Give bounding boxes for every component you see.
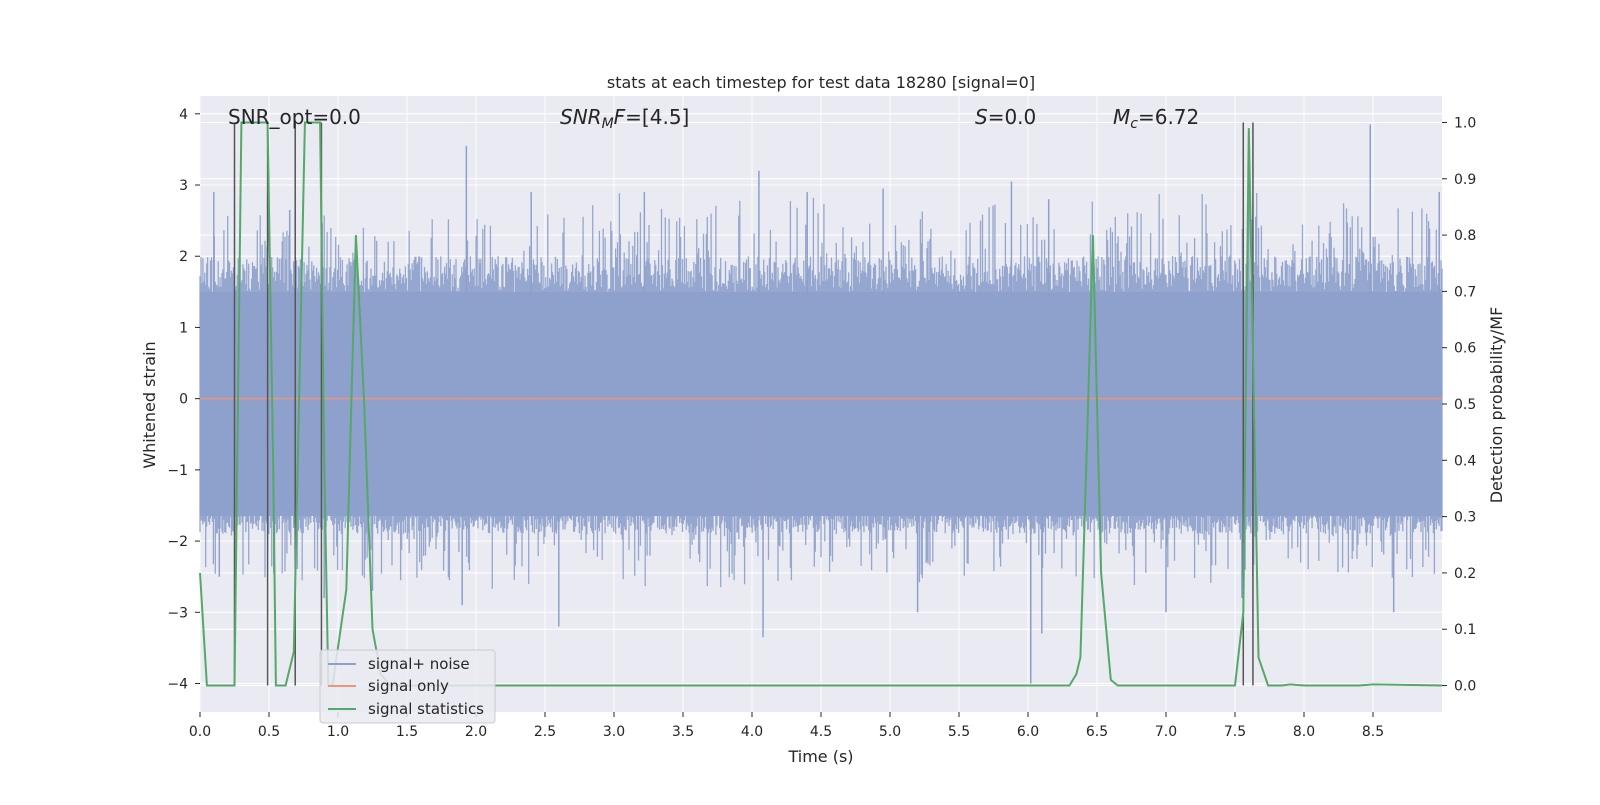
y-tick-label: 1 <box>179 320 188 336</box>
x-tick-label: 1.0 <box>327 724 349 740</box>
chart-title: stats at each timestep for test data 182… <box>607 73 1035 92</box>
legend: signal+ noise signal only signal statist… <box>319 649 496 724</box>
x-tick-label: 5.5 <box>948 724 970 740</box>
y2-tick-label: 0.1 <box>1454 622 1476 638</box>
y-tick-label: 2 <box>179 249 188 265</box>
y-tick-label: −2 <box>167 534 188 550</box>
noise-series <box>199 124 1443 684</box>
x-tick-label: 0.0 <box>189 724 211 740</box>
y-axis-label: Whitened strain <box>140 341 159 468</box>
y2-axis-label: Detection probability/MF <box>1487 307 1506 504</box>
legend-label-stats: signal statistics <box>368 700 484 718</box>
legend-box <box>319 649 496 724</box>
y2-tick-label: 1.0 <box>1454 115 1476 131</box>
x-axis-label: Time (s) <box>787 747 853 766</box>
y-tick-label: −4 <box>167 677 188 693</box>
x-tick-label: 8.0 <box>1293 724 1315 740</box>
annotation-snr-opt: SNR_opt=0.0 <box>228 105 361 129</box>
y2-tick-label: 0.2 <box>1454 566 1476 582</box>
x-tick-labels: 0.0 0.5 1.0 1.5 2.0 2.5 3.0 3.5 4.0 4.5 5.0 5.5 6.0 6… <box>189 712 1384 740</box>
legend-label-noise: signal+ noise <box>368 655 470 673</box>
x-tick-label: 2.0 <box>465 724 487 740</box>
x-tick-label: 8.5 <box>1362 724 1384 740</box>
y-tick-label: 4 <box>179 107 188 123</box>
y2-tick-label: 0.3 <box>1454 510 1476 526</box>
x-tick-label: 2.5 <box>534 724 556 740</box>
signal-statistics-line <box>199 121 1443 687</box>
x-tick-label: 6.0 <box>1017 724 1039 740</box>
annotation-mc: Mc=6.72 <box>1113 105 1199 132</box>
y-tick-label: −3 <box>167 605 188 621</box>
x-tick-label: 6.5 <box>1086 724 1108 740</box>
x-tick-label: 0.5 <box>258 724 280 740</box>
x-tick-label: 1.5 <box>396 724 418 740</box>
x-tick-label: 3.5 <box>672 724 694 740</box>
y2-tick-label: 0.4 <box>1454 453 1476 469</box>
y-tick-labels: −4 −3 −2 −1 0 1 2 3 4 <box>167 107 200 693</box>
y2-tick-label: 0.9 <box>1454 172 1476 188</box>
x-tick-label: 4.0 <box>741 724 763 740</box>
x-tick-label: 7.0 <box>1155 724 1177 740</box>
y2-tick-label: 0.8 <box>1454 228 1476 244</box>
annotation-s: S=0.0 <box>975 105 1036 129</box>
noise-band <box>200 291 1442 517</box>
y2-tick-labels: 0.0 0.1 0.2 0.3 0.4 0.5 0.6 0.7 0.8 0.9 1.0 <box>1442 115 1476 695</box>
y-tick-label: 0 <box>179 392 188 408</box>
annotation-snr-mf: SNRMF=[4.5] <box>560 105 689 132</box>
y-tick-label: −1 <box>167 463 188 479</box>
y2-tick-label: 0.5 <box>1454 397 1476 413</box>
legend-label-signal: signal only <box>368 677 449 695</box>
x-tick-label: 7.5 <box>1224 724 1246 740</box>
y2-tick-label: 0.0 <box>1454 679 1476 695</box>
x-tick-label: 3.0 <box>603 724 625 740</box>
y-tick-label: 3 <box>179 178 188 194</box>
x-tick-label: 4.5 <box>810 724 832 740</box>
y2-tick-label: 0.6 <box>1454 341 1476 357</box>
x-tick-label: 5.0 <box>879 724 901 740</box>
y2-tick-label: 0.7 <box>1454 284 1476 300</box>
